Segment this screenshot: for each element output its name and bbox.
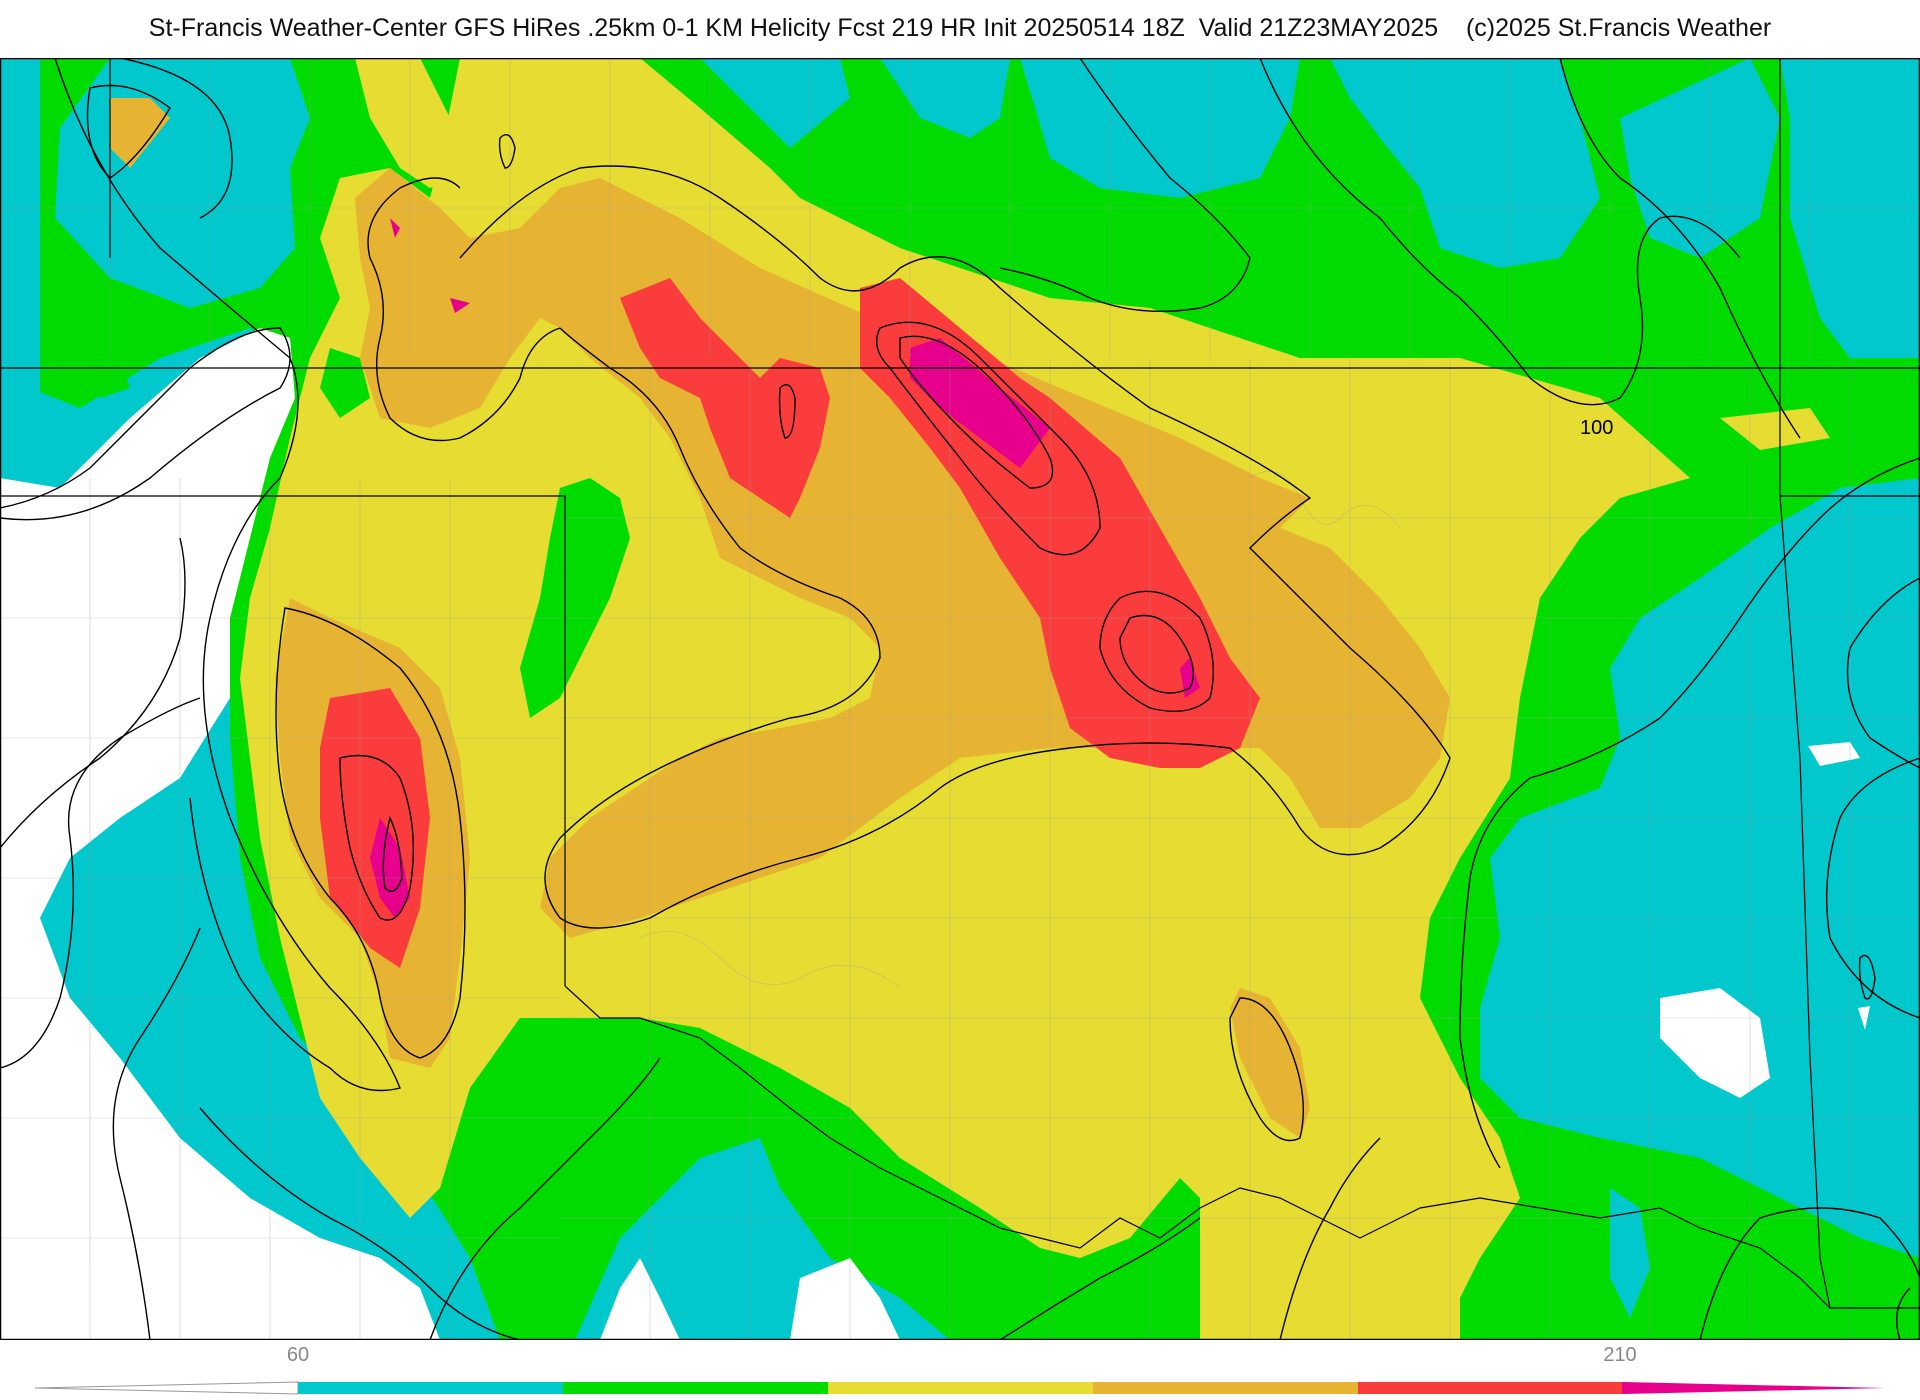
map-canvas: 100 bbox=[0, 58, 1920, 1340]
white-areas bbox=[0, 328, 1870, 1340]
colorbar-above-triangle bbox=[1622, 1382, 1885, 1394]
colorbar-band-5 bbox=[1358, 1382, 1622, 1394]
scale-tick-high: 210 bbox=[1603, 1344, 1637, 1366]
helicity-map: 100 bbox=[0, 58, 1920, 1340]
contour-label: 100 bbox=[1580, 417, 1613, 439]
colorbar-band-1 bbox=[298, 1382, 563, 1394]
scale-tick-low: 60 bbox=[286, 1344, 310, 1366]
helicity-contours bbox=[0, 58, 1920, 1340]
magenta-areas bbox=[370, 218, 1200, 918]
map-title: St-Francis Weather-Center GFS HiRes .25k… bbox=[148, 14, 1772, 42]
green-holes bbox=[90, 348, 630, 718]
colorbar-band-3 bbox=[828, 1382, 1093, 1394]
color-bar bbox=[34, 1381, 1885, 1395]
colorbar-below-triangle bbox=[34, 1381, 299, 1395]
color-scale: 60 210 bbox=[0, 1340, 1920, 1400]
state-boundaries bbox=[0, 58, 1920, 1309]
county-lines bbox=[0, 58, 1920, 1340]
colorbar-band-4 bbox=[1093, 1382, 1358, 1394]
colorbar-band-2 bbox=[563, 1382, 828, 1394]
